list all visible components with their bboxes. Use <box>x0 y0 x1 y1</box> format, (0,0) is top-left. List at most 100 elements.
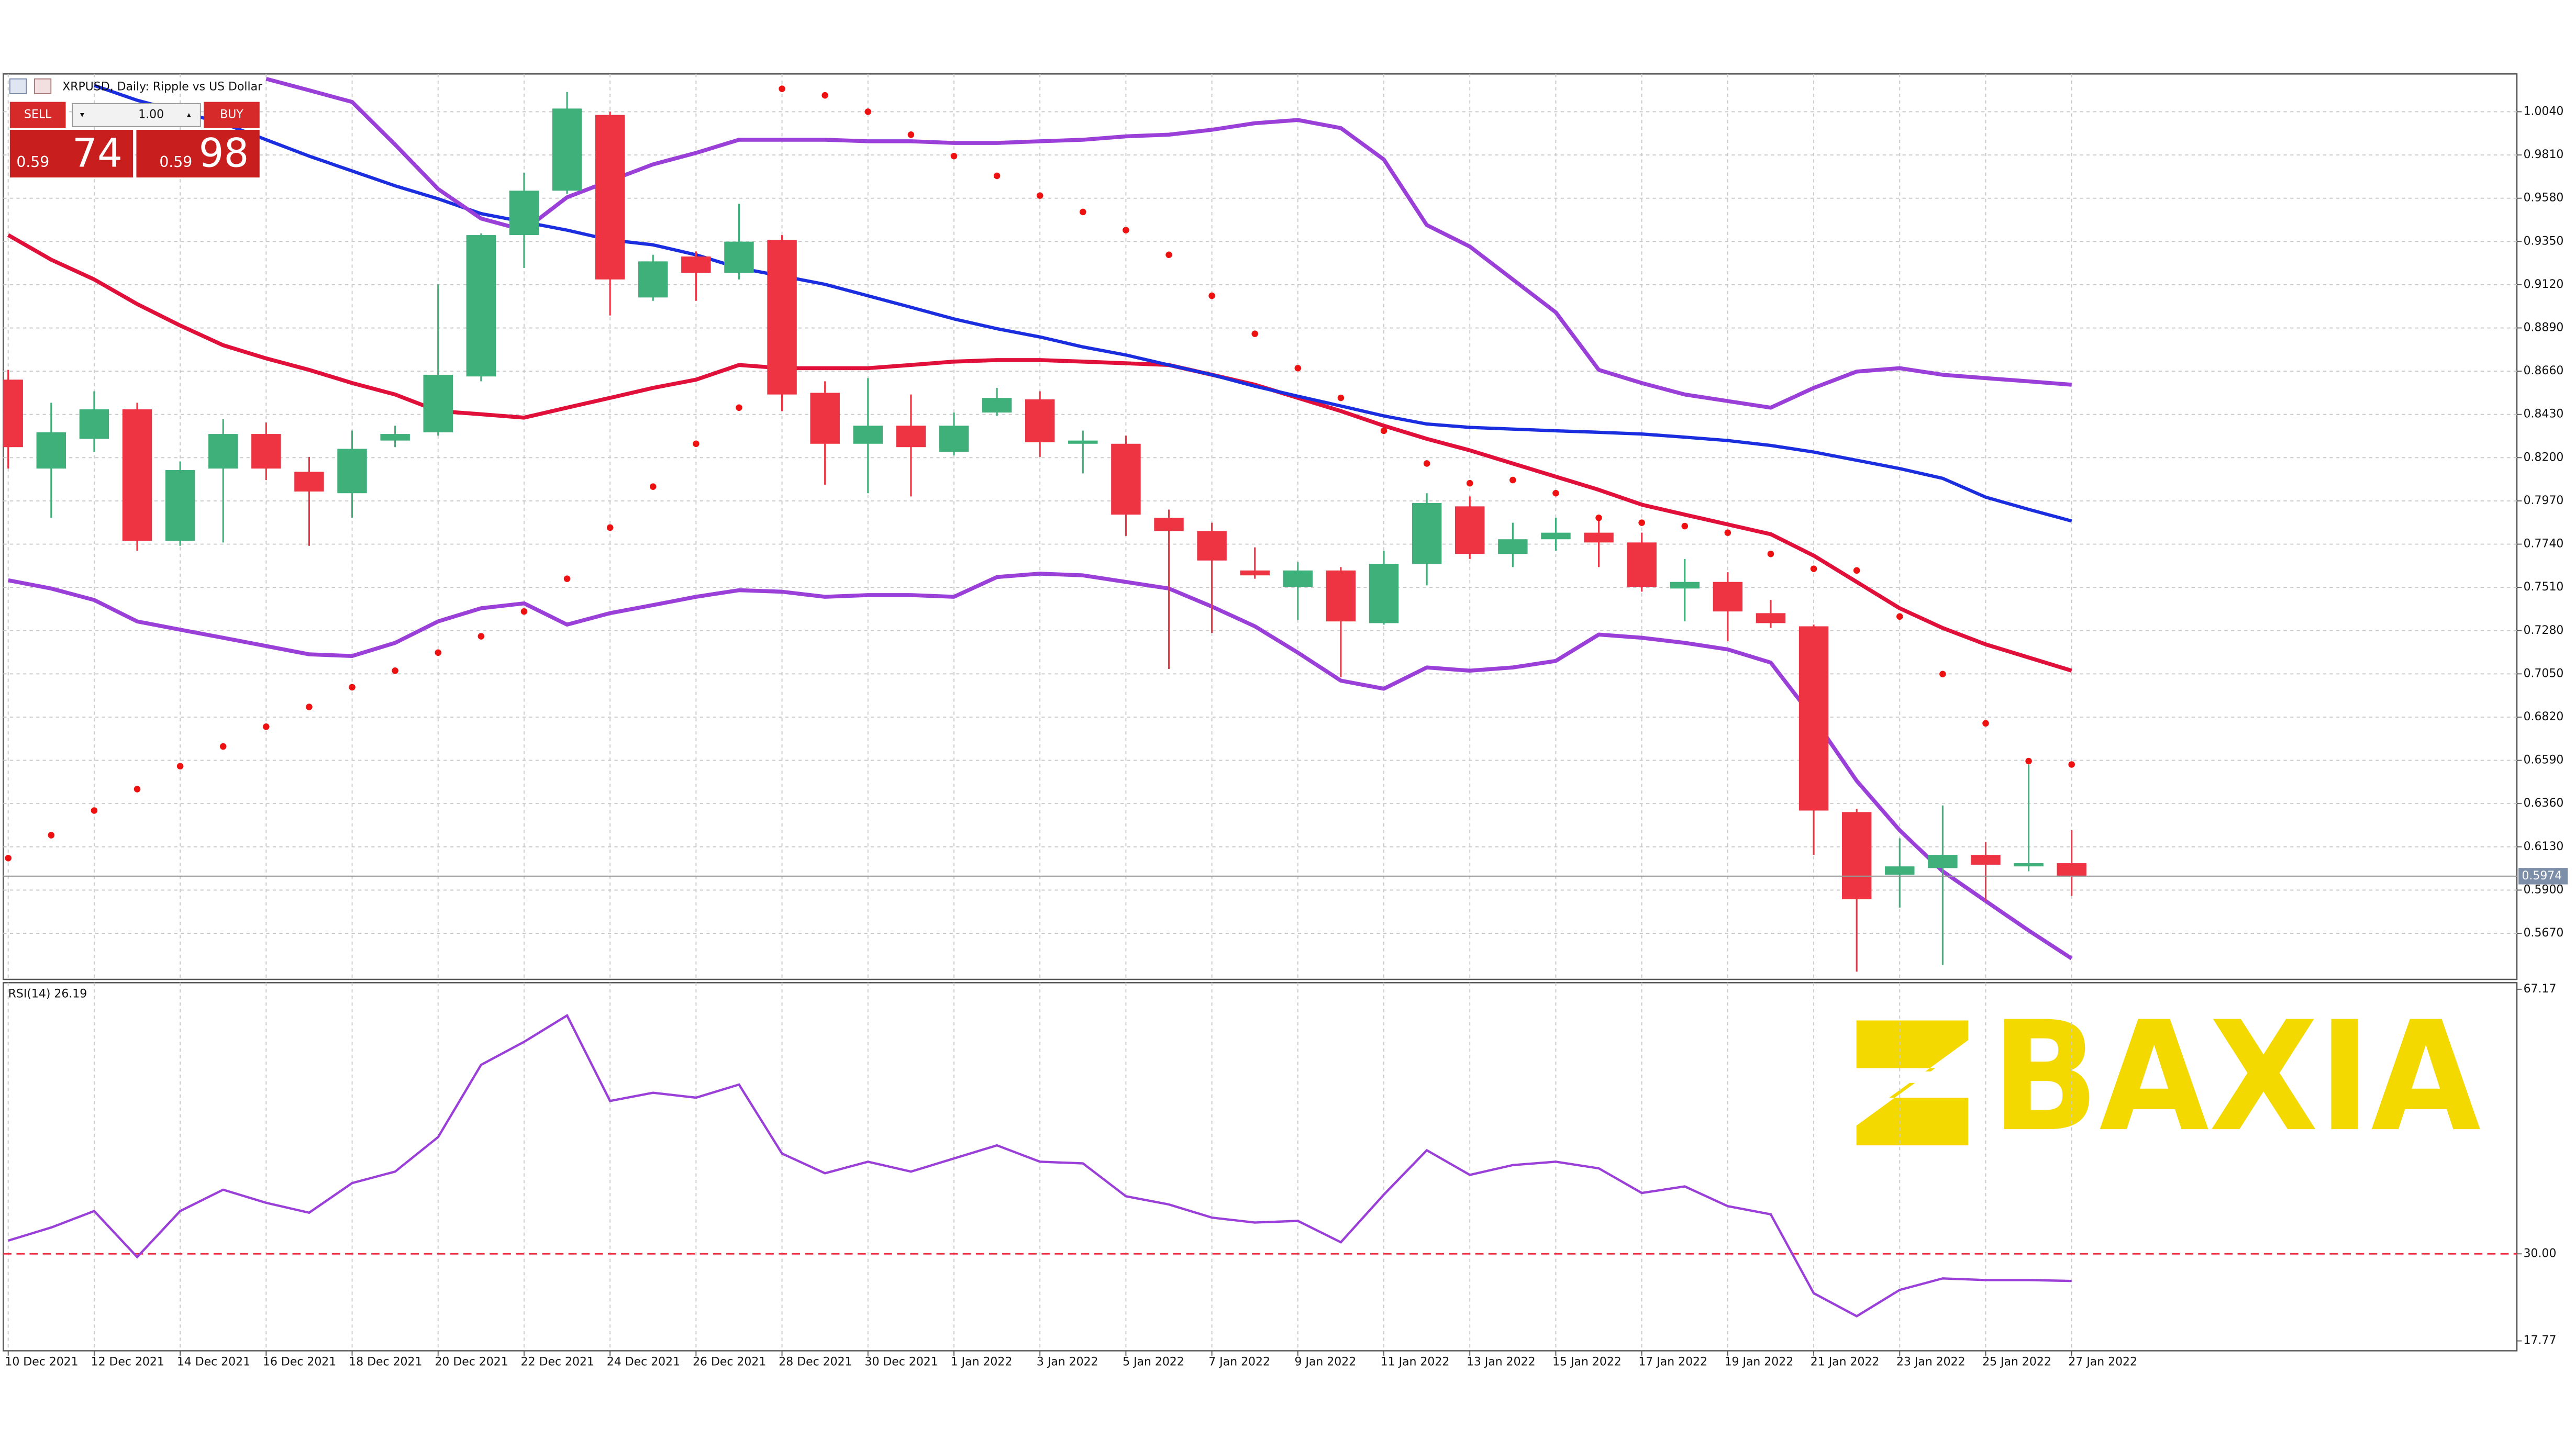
sar-dot <box>1638 519 1645 526</box>
header-icon <box>9 78 27 94</box>
sar-dot <box>649 483 657 490</box>
indicator-line <box>93 84 2072 523</box>
sell-button[interactable] <box>9 102 66 128</box>
x-tick-label: 11 Jan 2022 <box>1381 1355 1450 1368</box>
y-tick-label: 0.9810 <box>2524 148 2564 161</box>
sar-dot <box>606 524 614 531</box>
chart-header: XRPUSD, Daily: Ripple vs US Dollar <box>9 78 263 94</box>
x-tick-label: 1 Jan 2022 <box>951 1355 1013 1368</box>
sar-dot <box>864 108 872 115</box>
candle-body <box>79 409 109 439</box>
sar-dot <box>1724 529 1731 536</box>
sar-dot <box>1595 514 1602 521</box>
indicator-line <box>265 76 2072 410</box>
y-tick-label: 17.77 <box>2524 1334 2557 1347</box>
lot-input[interactable] <box>72 103 201 127</box>
candle-body <box>380 434 410 441</box>
sar-dot <box>219 743 227 750</box>
y-tick-label: 0.6130 <box>2524 840 2564 853</box>
candle-body <box>1025 399 1055 442</box>
sar-dot <box>1982 720 1989 727</box>
x-tick-label: 17 Jan 2022 <box>1638 1355 1707 1368</box>
buy-label: BUY <box>220 108 243 121</box>
sar-dot <box>306 704 313 710</box>
sar-dot <box>2068 761 2075 768</box>
x-tick-label: 28 Dec 2021 <box>779 1355 852 1368</box>
sar-dot <box>48 832 55 839</box>
buy-button[interactable] <box>204 102 260 128</box>
sar-dot <box>907 131 915 138</box>
candle-body <box>1412 503 1442 564</box>
candle-body <box>1197 531 1227 561</box>
x-tick-label: 19 Jan 2022 <box>1725 1355 1794 1368</box>
candle-body <box>1627 542 1657 587</box>
y-tick-label: 0.8890 <box>2524 321 2564 334</box>
lot-up-arrow[interactable]: ▴ <box>187 109 191 119</box>
candle-body <box>466 235 496 377</box>
y-tick-label: 0.7050 <box>2524 667 2564 680</box>
plot-layer: 1.0040 0.9810 0.9580 0.9350 0.9120 0.8890 0.86… <box>3 74 2568 1368</box>
candle-body <box>1111 443 1141 515</box>
sar-dot <box>1423 460 1430 467</box>
sar-dot <box>435 649 442 656</box>
sar-dot <box>1896 613 1903 620</box>
sar-dot <box>1810 565 1817 572</box>
x-tick-label: 23 Jan 2022 <box>1896 1355 1966 1368</box>
candle-body <box>1713 582 1743 612</box>
candle-body <box>595 115 625 280</box>
candle-body <box>1498 539 1528 554</box>
sar-dot <box>1208 292 1215 299</box>
x-tick-label: 22 Dec 2021 <box>521 1355 594 1368</box>
candle-body <box>638 261 668 298</box>
sar-dot <box>134 786 141 793</box>
y-tick-label: 30.00 <box>2524 1247 2557 1260</box>
x-tick-label: 3 Jan 2022 <box>1037 1355 1098 1368</box>
y-tick-label: 0.9580 <box>2524 192 2564 205</box>
y-tick-label: 0.8200 <box>2524 451 2564 464</box>
rsi-label: RSI(14) 26.19 <box>8 987 87 1000</box>
x-tick-label: 18 Dec 2021 <box>349 1355 422 1368</box>
x-tick-label: 30 Dec 2021 <box>865 1355 938 1368</box>
candle-body <box>1928 855 1958 868</box>
y-tick-label: 0.8660 <box>2524 364 2564 377</box>
x-tick-label: 15 Jan 2022 <box>1552 1355 1622 1368</box>
candle-body <box>1369 564 1399 623</box>
chart-title: XRPUSD, Daily: Ripple vs US Dollar <box>62 80 263 93</box>
indicator-line <box>7 233 2072 673</box>
candle-body <box>1971 855 2001 865</box>
sar-dot <box>950 152 958 160</box>
sar-dot <box>176 763 184 770</box>
sar-dot <box>392 667 398 674</box>
sar-dot <box>263 723 270 730</box>
y-tick-label: 0.9350 <box>2524 235 2564 248</box>
price-tag-label: 0.5974 <box>2522 869 2562 883</box>
watermark-icon-gap <box>1856 1071 1969 1083</box>
candle-body <box>810 393 840 444</box>
sell-label: SELL <box>24 108 52 121</box>
ask-box[interactable] <box>136 130 260 178</box>
ask-big: 98 <box>199 130 249 176</box>
y-tick-label: 0.5900 <box>2524 883 2564 896</box>
y-tick-label: 0.5670 <box>2524 927 2564 940</box>
x-tick-label: 9 Jan 2022 <box>1295 1355 1357 1368</box>
bid-box[interactable] <box>9 130 134 178</box>
y-tick-label: 67.17 <box>2524 983 2557 996</box>
sar-dot <box>1380 427 1387 434</box>
sar-dot <box>478 633 485 640</box>
sar-dot <box>821 92 828 99</box>
y-tick-label: 1.0040 <box>2524 105 2564 118</box>
x-tick-label: 5 Jan 2022 <box>1123 1355 1184 1368</box>
indicator-line <box>7 572 2073 961</box>
sar-dot <box>693 440 699 448</box>
lot-down-arrow[interactable]: ▾ <box>80 109 84 119</box>
sar-dot <box>1853 567 1860 574</box>
candle-body <box>1841 812 1872 900</box>
sar-dot <box>779 85 785 92</box>
rsi-line <box>8 1013 2072 1318</box>
x-tick-label: 16 Dec 2021 <box>263 1355 336 1368</box>
bid-big: 74 <box>72 130 123 176</box>
trade-panel: SELL ▾ ▴ 1.00 BUY 0.59 74 0.59 98 <box>9 102 260 178</box>
main-pane-frame <box>3 73 2518 980</box>
candle-body <box>251 434 281 469</box>
